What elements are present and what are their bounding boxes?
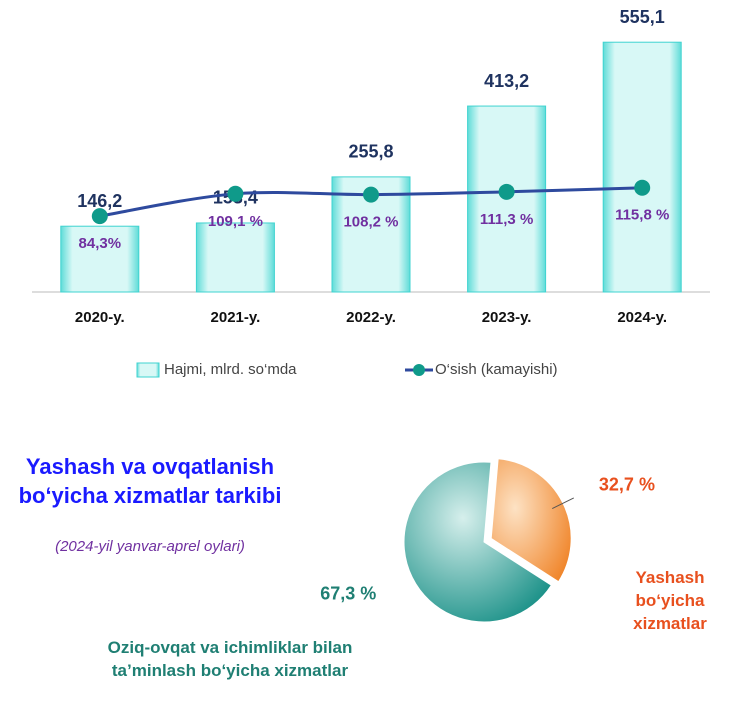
x-tick-label: 2024-y. [617,309,667,326]
x-tick-label: 2020-y. [75,309,125,326]
x-tick-label: 2022-y. [346,309,396,326]
bar-value-label: 413,2 [484,71,529,91]
pie-title: Yashash va ovqatlanish bo‘yicha xizmatla… [18,454,282,508]
pie-subtitle: (2024-yil yanvar-aprel oylari) [55,538,245,555]
bar [60,225,140,293]
x-tick-label: 2021-y. [211,309,261,326]
line-value-label: 108,2 % [343,214,398,231]
pie-value-label: 67,3 % [320,584,376,604]
line-marker [363,186,379,203]
legend-swatch [413,364,425,376]
pie-category: Yashash bo‘yicha xizmatlar [633,568,707,633]
line-value-label: 84,3% [79,235,122,252]
line-marker [634,179,651,196]
bar-value-label: 555,1 [620,7,665,27]
legend-swatch [136,362,160,378]
line-marker [227,185,244,202]
bar [195,222,275,293]
x-tick-label: 2023-y. [482,309,532,326]
bar-value-label: 146,2 [77,191,122,211]
line-marker [91,208,108,225]
line-value-label: 109,1 % [208,213,263,230]
legend-label: O‘sish (kamayishi) [435,361,558,378]
leader-line [552,497,574,509]
pie-value-label: 32,7 % [599,474,655,494]
line-value-label: 115,8 % [615,207,669,224]
line-marker [498,183,515,200]
bar-value-label: 255,8 [348,142,393,162]
legend-label: Hajmi, mlrd. so‘mda [164,361,297,378]
bar [602,41,682,293]
line-value-label: 111,3 % [480,211,533,228]
pie-slice [403,461,552,623]
pie-category: Oziq-ovqat va ichimliklar bilan ta’minla… [107,638,353,680]
